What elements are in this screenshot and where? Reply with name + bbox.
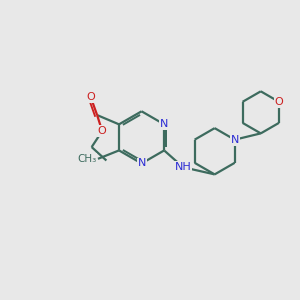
Text: O: O [86, 92, 95, 102]
Text: O: O [98, 126, 106, 136]
Text: CH₃: CH₃ [77, 154, 96, 164]
Text: N: N [137, 158, 146, 169]
Text: O: O [274, 97, 284, 107]
Text: N: N [160, 119, 168, 129]
Text: NH: NH [175, 162, 191, 172]
Text: N: N [230, 135, 239, 145]
